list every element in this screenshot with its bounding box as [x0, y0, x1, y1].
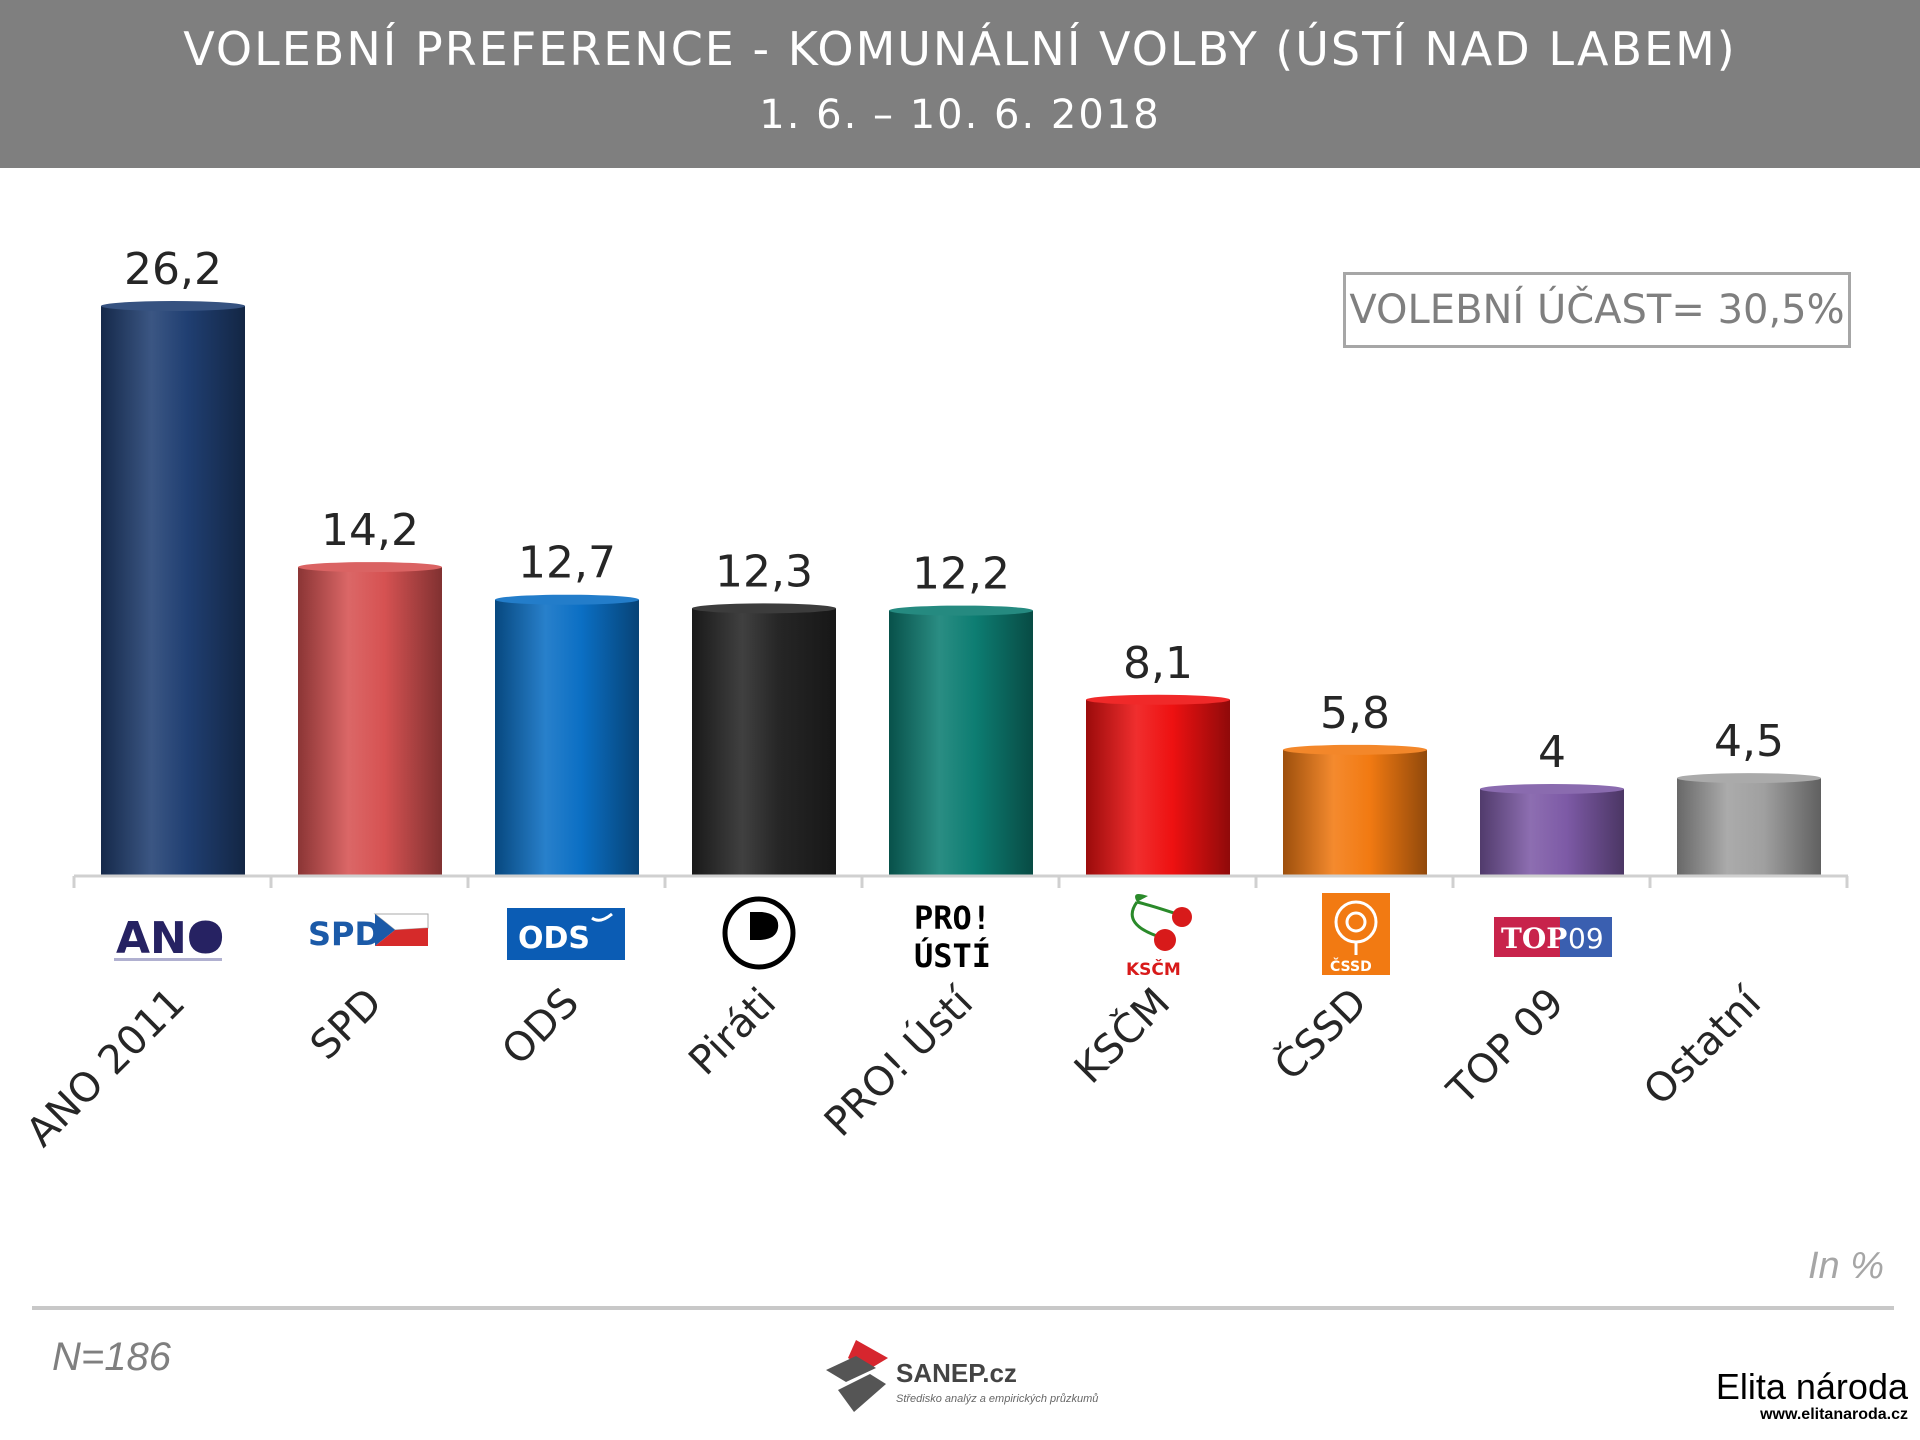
- kscm-cherries-icon: KSČM: [1126, 894, 1192, 980]
- category-label: TOP 09: [1438, 980, 1573, 1115]
- bottom-divider: [32, 1306, 1894, 1310]
- bar-top-5: [1086, 694, 1230, 705]
- ano-logo-icon: ANO: [114, 913, 224, 964]
- ods-logo-text: ODS: [518, 921, 590, 956]
- pro-usti-line1: PRO!: [914, 899, 991, 937]
- x-axis: [72, 874, 1849, 888]
- unit-label: In %: [1807, 1245, 1884, 1287]
- bar-7: [1480, 788, 1624, 876]
- ods-logo-icon: ODS: [507, 908, 625, 960]
- category-label: ODS: [494, 980, 589, 1075]
- value-label: 26,2: [124, 244, 222, 295]
- value-label: 4,5: [1714, 716, 1784, 767]
- bar-top-0: [101, 301, 245, 311]
- value-label: 8,1: [1123, 638, 1193, 689]
- category-labels: ANO 2011 SPD ODS Piráti PRO! Ústí KSČM ČSSD TOP…: [18, 977, 1772, 1156]
- spd-logo-icon: SPD: [308, 913, 429, 953]
- value-labels: 26,2 14,2 12,7 12,3 12,2 8,1 5,8 4 4,5: [124, 244, 1784, 778]
- sanep-logo-icon: [826, 1340, 888, 1412]
- bar-top-4: [889, 605, 1033, 616]
- source-name: SANEP.cz: [896, 1358, 1017, 1388]
- bar-8: [1677, 778, 1821, 876]
- cssd-rose-icon: ČSSD: [1322, 893, 1390, 975]
- sample-size-label: N=186: [52, 1335, 171, 1379]
- bar-6: [1283, 749, 1427, 876]
- bar-1: [298, 567, 442, 876]
- watermark-text: Elita národa: [1715, 1366, 1908, 1407]
- bar-top-8: [1677, 773, 1821, 784]
- top09-logo-text-b: 09: [1568, 922, 1604, 955]
- bar-top-2: [495, 594, 639, 605]
- bar-0: [101, 306, 245, 876]
- bar-4: [889, 610, 1033, 876]
- header-banner: VOLEBNÍ PREFERENCE - KOMUNÁLNÍ VOLBY (ÚS…: [0, 0, 1920, 168]
- category-label: ANO 2011: [18, 980, 194, 1156]
- chart-title: VOLEBNÍ PREFERENCE - KOMUNÁLNÍ VOLBY (ÚS…: [183, 22, 1737, 76]
- bars-layer: [101, 301, 1821, 876]
- party-logos: ANO SPD ODS PRO! ÚSTÍ: [114, 893, 1612, 980]
- bar-chart: 26,2 14,2 12,7 12,3 12,2 8,1 5,8 4 4,5 ANO SPD O…: [18, 244, 1849, 1156]
- bar-top-7: [1480, 783, 1624, 794]
- bar-top-6: [1283, 744, 1427, 755]
- pro-usti-logo-icon: PRO! ÚSTÍ: [914, 899, 991, 975]
- pro-usti-line2: ÚSTÍ: [914, 936, 991, 975]
- category-label: Ostatní: [1635, 978, 1771, 1114]
- bar-5: [1086, 699, 1230, 876]
- source-tagline: Středisko analýz a empirických průzkumů: [896, 1393, 1099, 1405]
- cssd-logo-text: ČSSD: [1330, 957, 1372, 975]
- turnout-box: VOLEBNÍ ÚČAST= 30,5%: [1343, 272, 1851, 348]
- category-label: Piráti: [680, 980, 785, 1085]
- bar-top-3: [692, 603, 836, 614]
- category-label: ČSSD: [1265, 978, 1376, 1089]
- category-label: KSČM: [1064, 978, 1179, 1093]
- value-label: 4: [1538, 727, 1566, 778]
- top09-logo-text-a: TOP: [1501, 922, 1567, 955]
- bar-3: [692, 608, 836, 876]
- value-label: 14,2: [321, 505, 419, 556]
- spd-logo-text: SPD: [308, 915, 381, 953]
- value-label: 12,7: [518, 538, 616, 589]
- chart-subtitle: 1. 6. – 10. 6. 2018: [759, 92, 1161, 138]
- top09-logo-icon: TOP 09: [1494, 917, 1612, 957]
- bar-2: [495, 599, 639, 876]
- watermark-url: www.elitanaroda.cz: [1760, 1406, 1908, 1423]
- pirate-logo-icon: [722, 896, 796, 970]
- value-label: 12,3: [715, 546, 813, 597]
- kscm-logo-text: KSČM: [1126, 958, 1181, 980]
- value-label: 12,2: [912, 549, 1010, 600]
- category-label: PRO! Ústí: [814, 977, 983, 1146]
- category-label: SPD: [302, 980, 391, 1069]
- bar-top-1: [298, 562, 442, 573]
- value-label: 5,8: [1320, 688, 1390, 739]
